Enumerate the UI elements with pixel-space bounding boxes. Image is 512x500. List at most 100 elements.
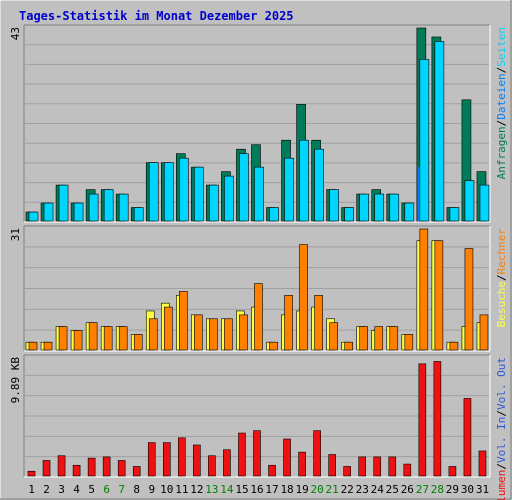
bar-rechner bbox=[133, 334, 143, 351]
x-tick-label: 23 bbox=[356, 483, 369, 496]
bar-dateien bbox=[464, 180, 475, 222]
bar-dateien bbox=[344, 207, 354, 222]
x-tick-label: 10 bbox=[160, 483, 173, 496]
bar-volumen bbox=[57, 455, 66, 477]
legend-entry: Vol. Out bbox=[495, 357, 508, 410]
bar-dateien bbox=[209, 184, 219, 222]
x-tick-label: 12 bbox=[190, 483, 203, 496]
x-tick-label: 9 bbox=[148, 483, 155, 496]
x-tick-label: 30 bbox=[461, 483, 474, 496]
bar-rechner bbox=[434, 240, 444, 351]
bar-volumen bbox=[373, 456, 382, 477]
bar-volumen bbox=[298, 451, 306, 477]
bar-dateien bbox=[479, 184, 490, 222]
bar-dateien bbox=[133, 207, 144, 222]
bar-rechner bbox=[179, 291, 188, 351]
bar-rechner bbox=[118, 326, 128, 351]
y-max-label: 43 bbox=[9, 27, 22, 40]
bar-volumen bbox=[42, 460, 51, 477]
bar-volumen bbox=[117, 460, 126, 477]
x-tick-label: 15 bbox=[235, 483, 248, 496]
bar-rechner bbox=[254, 283, 263, 351]
bar-rechner bbox=[329, 322, 338, 351]
x-tick-label: 19 bbox=[295, 483, 308, 496]
bar-volumen bbox=[27, 470, 36, 477]
bar-rechner bbox=[299, 244, 308, 351]
bar-dateien bbox=[284, 157, 294, 222]
bar-dateien bbox=[359, 193, 370, 222]
x-tick-label: 18 bbox=[280, 483, 293, 496]
bar-volumen bbox=[358, 456, 367, 477]
bar-rechner bbox=[314, 295, 323, 351]
bar-rechner bbox=[419, 228, 429, 351]
legend-entry: Rechner bbox=[495, 228, 508, 275]
bar-dateien bbox=[449, 207, 460, 222]
x-tick-label: 3 bbox=[58, 483, 65, 496]
x-tick-label: 25 bbox=[386, 483, 399, 496]
bar-volumen bbox=[403, 463, 412, 477]
bars-middle bbox=[25, 228, 489, 351]
legend-entry: Dateien bbox=[495, 73, 508, 119]
bar-rechner bbox=[88, 322, 98, 351]
x-tick-label: 13 bbox=[205, 483, 218, 496]
panel-middle: 31 Besuche/Rechner bbox=[9, 225, 508, 352]
bar-dateien bbox=[194, 166, 204, 222]
bar-rechner bbox=[374, 326, 384, 351]
bar-dateien bbox=[58, 184, 69, 222]
y-max-label: 9.89 KB bbox=[9, 357, 22, 404]
bar-volumen bbox=[283, 438, 291, 477]
bar-volumen bbox=[147, 442, 156, 477]
x-tick-label: 1 bbox=[28, 483, 35, 496]
x-tick-label: 6 bbox=[103, 483, 110, 496]
bar-dateien bbox=[299, 139, 309, 222]
bar-rechner bbox=[43, 341, 53, 351]
bar-rechner bbox=[224, 318, 233, 351]
bar-dateien bbox=[28, 211, 39, 222]
bar-rechner bbox=[239, 314, 248, 351]
bars-bottom bbox=[27, 361, 487, 477]
x-tick-label: 17 bbox=[265, 483, 278, 496]
x-tick-label: 21 bbox=[326, 483, 339, 496]
legend-bottom: Volumen/Vol. In/Vol. Out bbox=[495, 357, 508, 500]
bar-rechner bbox=[58, 326, 68, 351]
bar-rechner bbox=[284, 295, 293, 351]
y-max-label: 31 bbox=[9, 228, 22, 241]
x-tick-label: 20 bbox=[311, 483, 324, 496]
bar-dateien bbox=[148, 162, 159, 222]
bar-rechner bbox=[28, 341, 38, 351]
bar-volumen bbox=[223, 449, 231, 477]
bar-dateien bbox=[163, 162, 174, 222]
bar-volumen bbox=[253, 430, 261, 477]
x-tick-label: 27 bbox=[416, 483, 429, 496]
bar-dateien bbox=[419, 59, 430, 222]
legend-entry: / bbox=[495, 274, 508, 281]
x-tick-label: 24 bbox=[371, 483, 385, 496]
bar-volumen bbox=[313, 430, 321, 477]
bar-dateien bbox=[118, 193, 129, 222]
bar-dateien bbox=[269, 207, 279, 222]
bar-dateien bbox=[103, 189, 114, 222]
bar-volumen bbox=[193, 444, 201, 477]
x-tick-label: 7 bbox=[118, 483, 125, 496]
bar-dateien bbox=[224, 175, 234, 222]
bar-volumen bbox=[478, 450, 487, 477]
legend-entry: Vol. In bbox=[495, 417, 508, 463]
legend-entry: / bbox=[495, 120, 508, 127]
legend-entry: Volumen bbox=[495, 470, 508, 500]
panels-group: 43Anfragen/Dateien/Seiten31Besuche/Rechn… bbox=[9, 24, 508, 500]
bar-volumen bbox=[268, 464, 276, 477]
x-tick-label: 2 bbox=[43, 483, 50, 496]
bar-rechner bbox=[148, 318, 158, 351]
bar-rechner bbox=[464, 248, 474, 351]
bar-volumen bbox=[238, 432, 246, 477]
bar-dateien bbox=[329, 189, 339, 222]
bar-rechner bbox=[163, 306, 173, 351]
bar-dateien bbox=[88, 193, 99, 222]
bar-dateien bbox=[43, 202, 54, 222]
bar-volumen bbox=[87, 457, 96, 477]
bar-dateien bbox=[404, 202, 415, 222]
x-tick-label: 8 bbox=[133, 483, 140, 496]
